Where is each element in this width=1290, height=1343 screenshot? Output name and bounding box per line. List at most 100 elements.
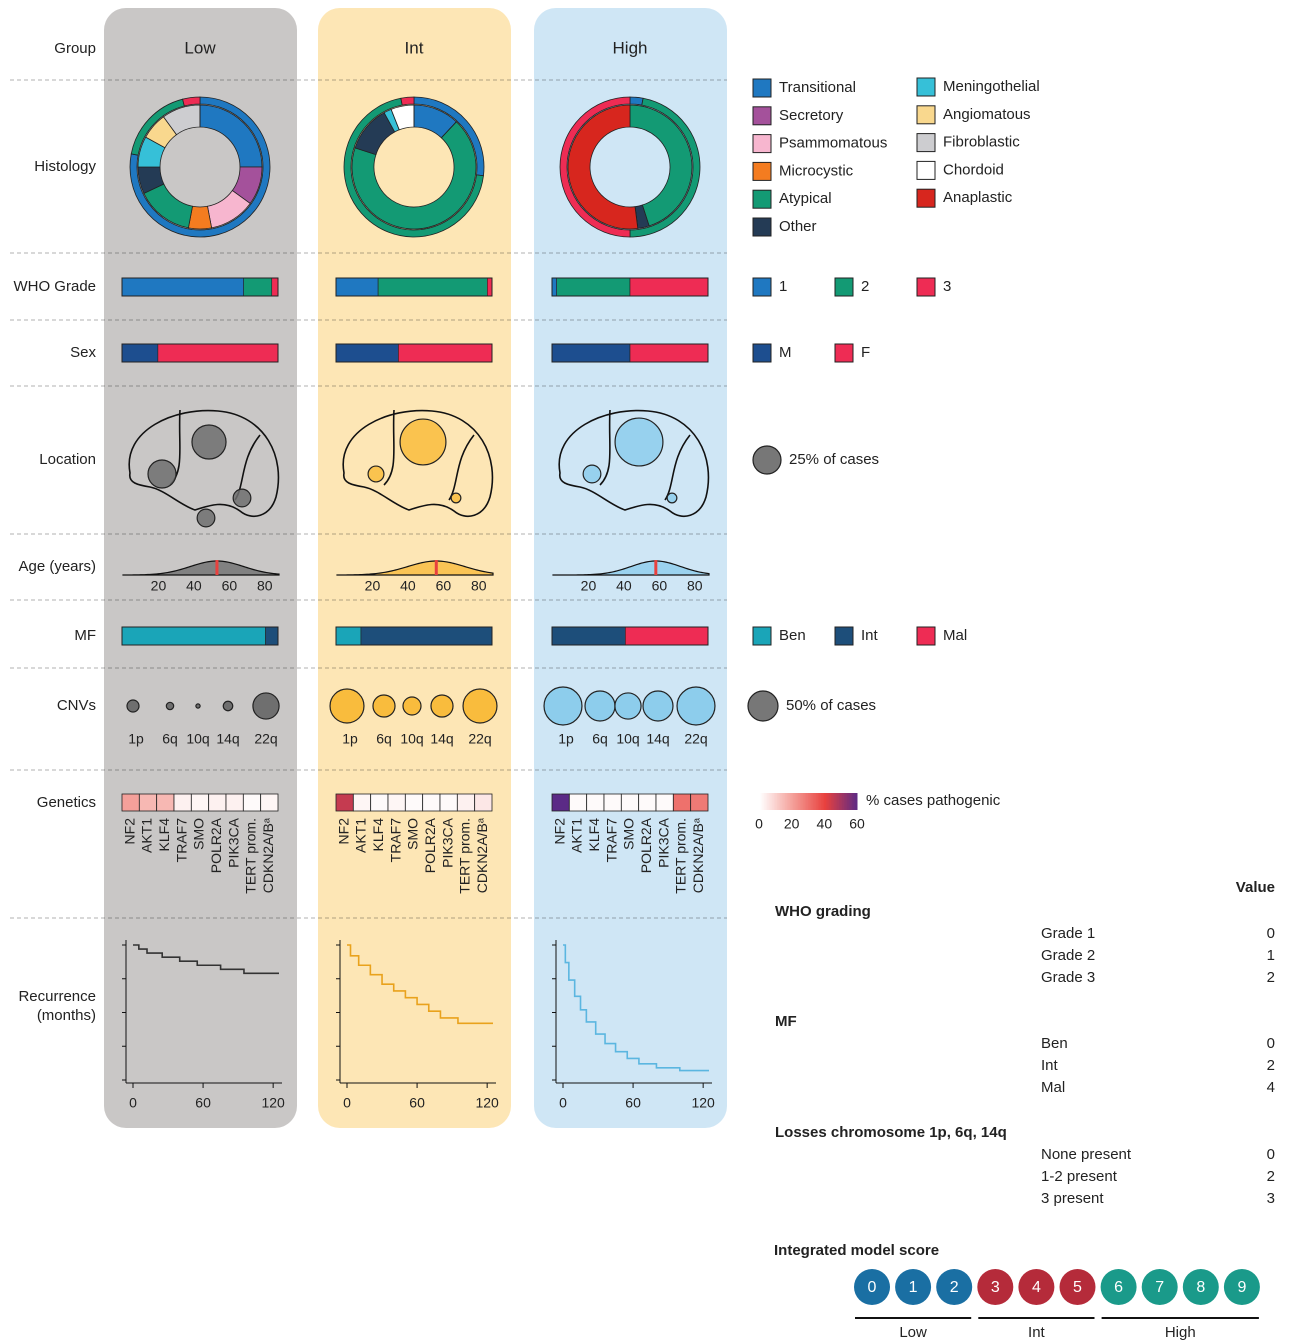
gene-label: NF2 [121, 818, 137, 845]
genetics-cell [672, 793, 692, 812]
colorbar-step [809, 793, 812, 810]
bar-outline [335, 343, 493, 363]
location-legend-bubble [752, 445, 782, 475]
colorbar-step [821, 793, 824, 810]
histology-legend-swatch [916, 188, 936, 208]
row-label: Grade 2 [1041, 947, 1095, 964]
genetics-cell [638, 793, 657, 812]
histology-legend-label: Transitional [779, 79, 856, 96]
colorbar-step [772, 793, 775, 810]
gene-label: POLR2A [422, 817, 438, 873]
colorbar-step [793, 793, 796, 810]
cnv-bubble [642, 690, 674, 722]
row-label: CNVs [57, 697, 96, 714]
row-value: 2 [1267, 1057, 1275, 1074]
gene-label: AKT1 [353, 818, 369, 853]
gene-label: KLF4 [156, 818, 172, 852]
cnv-legend-label: 50% of cases [786, 697, 876, 714]
who-legend-label: 1 [779, 278, 787, 295]
colorbar-step [830, 793, 833, 810]
x-tick-label: 120 [475, 1095, 499, 1111]
histology-legend-swatch [752, 189, 772, 209]
cnv-label: 6q [592, 731, 608, 747]
score-number: 1 [909, 1279, 918, 1296]
who-legend-label: 3 [943, 278, 951, 295]
colorbar-step [843, 793, 847, 810]
row-value: 0 [1267, 1146, 1275, 1163]
location-bubble [582, 464, 602, 484]
cnv-label: 10q [616, 731, 639, 747]
who-legend-swatch [834, 277, 854, 297]
gene-label: TRAF7 [173, 818, 189, 863]
bar-segment [551, 277, 557, 297]
histology-legend-swatch [752, 161, 772, 181]
score-circle [977, 1269, 1014, 1305]
bar-outline [551, 626, 709, 646]
gene-label: NF2 [335, 818, 351, 845]
colorbar-step [780, 793, 783, 810]
cnv-bubble [614, 692, 642, 720]
colorbar-step [790, 793, 793, 810]
score-circle [854, 1269, 890, 1305]
gene-label: SMO [405, 818, 421, 850]
bar-segment [629, 343, 709, 363]
section-title: WHO grading [775, 903, 871, 920]
group-name: Int [405, 38, 424, 57]
x-tick-label: 0 [559, 1095, 567, 1111]
location-bubble [399, 418, 447, 466]
score-number: 9 [1237, 1279, 1246, 1296]
colorbar-step [803, 793, 806, 810]
row-label: 3 present [1041, 1190, 1104, 1207]
colorbar-step [776, 793, 780, 810]
histology-legend-label: Secretory [779, 107, 844, 124]
section-title: Losses chromosome 1p, 6q, 14q [775, 1124, 1007, 1141]
histology-legend-swatch [916, 160, 936, 180]
colorbar-tick-label: 60 [849, 816, 865, 832]
row-label: WHO Grade [13, 278, 96, 295]
location-bubble [450, 492, 462, 504]
row-label: (months) [37, 1007, 96, 1024]
bar-segment [625, 626, 709, 646]
colorbar-step [850, 793, 853, 810]
group-name: Low [184, 38, 216, 57]
score-group-label: Int [1028, 1324, 1046, 1341]
gene-label: SMO [621, 818, 637, 850]
colorbar-step [791, 793, 794, 810]
colorbar-step [760, 793, 763, 810]
colorbar-step [834, 793, 837, 810]
cnv-legend-bubble [747, 690, 779, 722]
mf-legend-label: Int [861, 627, 879, 644]
recurrence-curve [133, 944, 279, 975]
cnv-label: 1p [558, 731, 574, 747]
score-number: 0 [868, 1279, 877, 1296]
score-circle [1182, 1269, 1219, 1305]
location-bubble [191, 424, 227, 460]
row-label: Recurrence [18, 988, 96, 1005]
gene-label: CDKN2A/Bᵃ [260, 817, 276, 893]
grade-ring-segment [559, 96, 631, 238]
histology-legend-label: Psammomatous [779, 135, 887, 152]
histology-legend-swatch [752, 78, 772, 98]
genetics-cell [156, 793, 175, 812]
histology-legend-swatch [752, 217, 772, 237]
colorbar-step [762, 793, 765, 810]
age-tick-label: 40 [400, 578, 416, 594]
grade-ring-segment [182, 96, 201, 107]
mf-legend-label: Ben [779, 627, 806, 644]
colorbar-tick-label: 20 [784, 816, 800, 832]
row-value: 4 [1267, 1079, 1275, 1096]
score-circle [895, 1269, 932, 1305]
genetics-cell [225, 793, 244, 812]
colorbar-step [785, 793, 788, 810]
value-header: Value [1236, 879, 1275, 896]
histology-legend-swatch [752, 134, 772, 154]
histology-legend-label: Anaplastic [943, 189, 1013, 206]
cnv-bubble [402, 696, 422, 716]
cnv-bubble [543, 686, 583, 726]
cnv-label: 10q [400, 731, 423, 747]
colorbar-step [822, 793, 825, 810]
colorbar-step [783, 793, 786, 810]
who-legend-swatch [916, 277, 936, 297]
genetics-cell [173, 793, 192, 812]
